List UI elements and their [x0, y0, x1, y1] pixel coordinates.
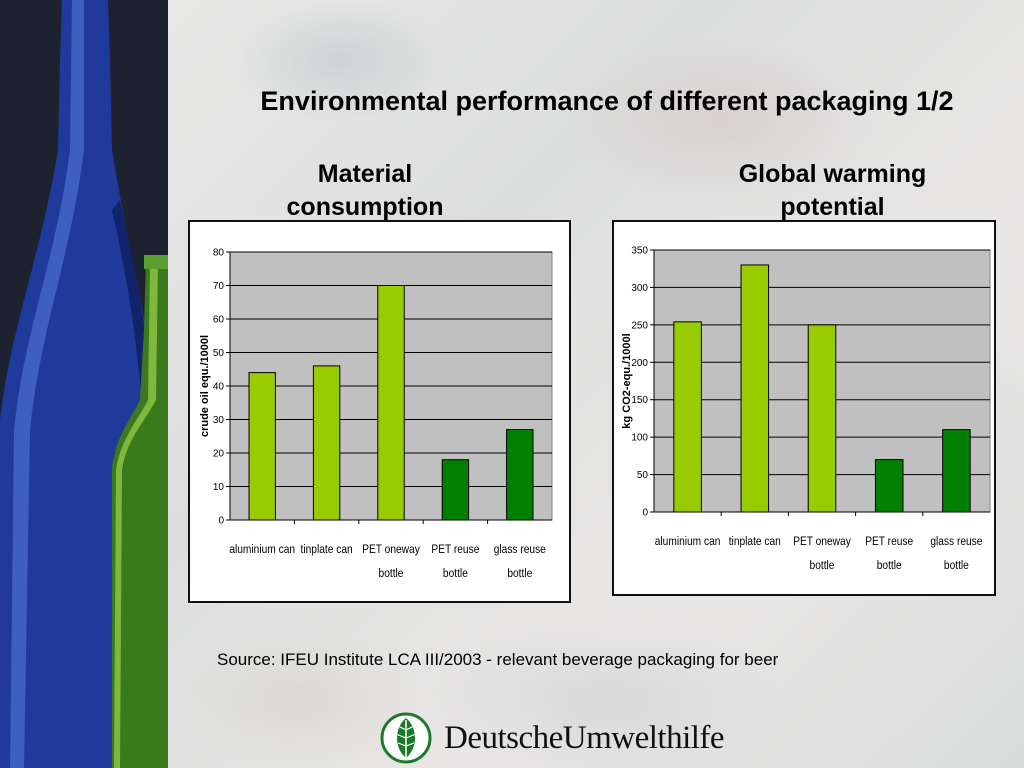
bar	[673, 321, 702, 513]
x-tick-label: glass reuse	[494, 543, 546, 556]
material-consumption-svg: 0 10 20 30 40 50 60 70 80 aluminium can tinplate c…	[199, 248, 553, 580]
bar	[807, 324, 837, 513]
deutsche-umwelthilfe-logo: DeutscheUmwelthilfe	[380, 708, 725, 768]
x-tick-label: bottle	[944, 559, 969, 572]
y-tick-label: 70	[213, 281, 225, 292]
y-tick-label: 80	[213, 248, 225, 259]
chart-heading-line-2: consumption	[286, 193, 444, 221]
y-axis-label: kg CO2-equ./1000l	[621, 333, 633, 428]
bar	[312, 365, 341, 521]
bar	[506, 429, 534, 521]
x-tick-label: glass reuse	[930, 535, 982, 548]
global-warming-chart: 0 50 100 150 200 250 300 350 aluminium can tinpla…	[612, 220, 996, 596]
y-tick-label: 300	[631, 283, 648, 294]
y-tick-label: 50	[637, 470, 649, 481]
chart-heading-material: Material consumption	[240, 158, 490, 224]
x-tick-label: PET reuse	[431, 543, 479, 556]
bottles-photo	[0, 0, 168, 768]
x-tick-label: PET reuse	[865, 535, 913, 548]
y-tick-label: 350	[631, 246, 648, 257]
y-tick-label: 150	[631, 395, 648, 406]
source-note: Source: IFEU Institute LCA III/2003 - re…	[217, 650, 779, 669]
y-axis-label: crude oil equ./1000l	[199, 335, 211, 437]
chart-heading-line-1: Global warming	[738, 160, 927, 188]
x-tick-label: aluminium can	[229, 543, 295, 556]
x-tick-label: aluminium can	[655, 535, 721, 548]
global-warming-svg: 0 50 100 150 200 250 300 350 aluminium can tinpla…	[621, 246, 991, 572]
x-tick-label: bottle	[379, 567, 404, 580]
material-consumption-chart: 0 10 20 30 40 50 60 70 80 aluminium can tinplate c…	[188, 220, 571, 603]
y-tick-label: 250	[631, 320, 648, 331]
x-tick-label: bottle	[877, 559, 902, 572]
x-tick-label: PET oneway	[793, 535, 851, 548]
y-tick-label: 40	[213, 382, 225, 393]
x-tick-label: bottle	[443, 567, 468, 580]
globe-leaf-icon	[380, 712, 432, 764]
bar	[248, 372, 276, 521]
x-tick-label: tinplate can	[301, 543, 353, 556]
chart-heading-line-1: Material	[317, 160, 413, 188]
slide-title: Environmental performance of different p…	[260, 86, 954, 116]
bar	[874, 459, 904, 513]
x-tick-label: bottle	[507, 567, 532, 580]
y-tick-label: 20	[213, 449, 225, 460]
chart-heading-line-2: potential	[780, 193, 885, 221]
y-tick-label: 100	[631, 433, 648, 444]
y-tick-label: 10	[213, 482, 225, 493]
bar	[441, 459, 470, 521]
y-tick-label: 200	[631, 358, 648, 369]
x-tick-label: PET oneway	[362, 543, 420, 556]
x-tick-label: bottle	[810, 559, 835, 572]
chart-heading-gwp: Global warming potential	[695, 158, 970, 224]
bar	[740, 264, 770, 513]
x-tick-label: tinplate can	[729, 535, 781, 548]
y-tick-label: 30	[213, 415, 225, 426]
y-tick-label: 50	[213, 348, 225, 359]
y-tick-label: 0	[642, 508, 648, 519]
logo-text: DeutscheUmwelthilfe	[444, 719, 725, 756]
bar	[942, 429, 971, 513]
bar	[377, 285, 405, 521]
y-tick-label: 60	[213, 315, 225, 326]
y-tick-label: 0	[218, 516, 224, 527]
